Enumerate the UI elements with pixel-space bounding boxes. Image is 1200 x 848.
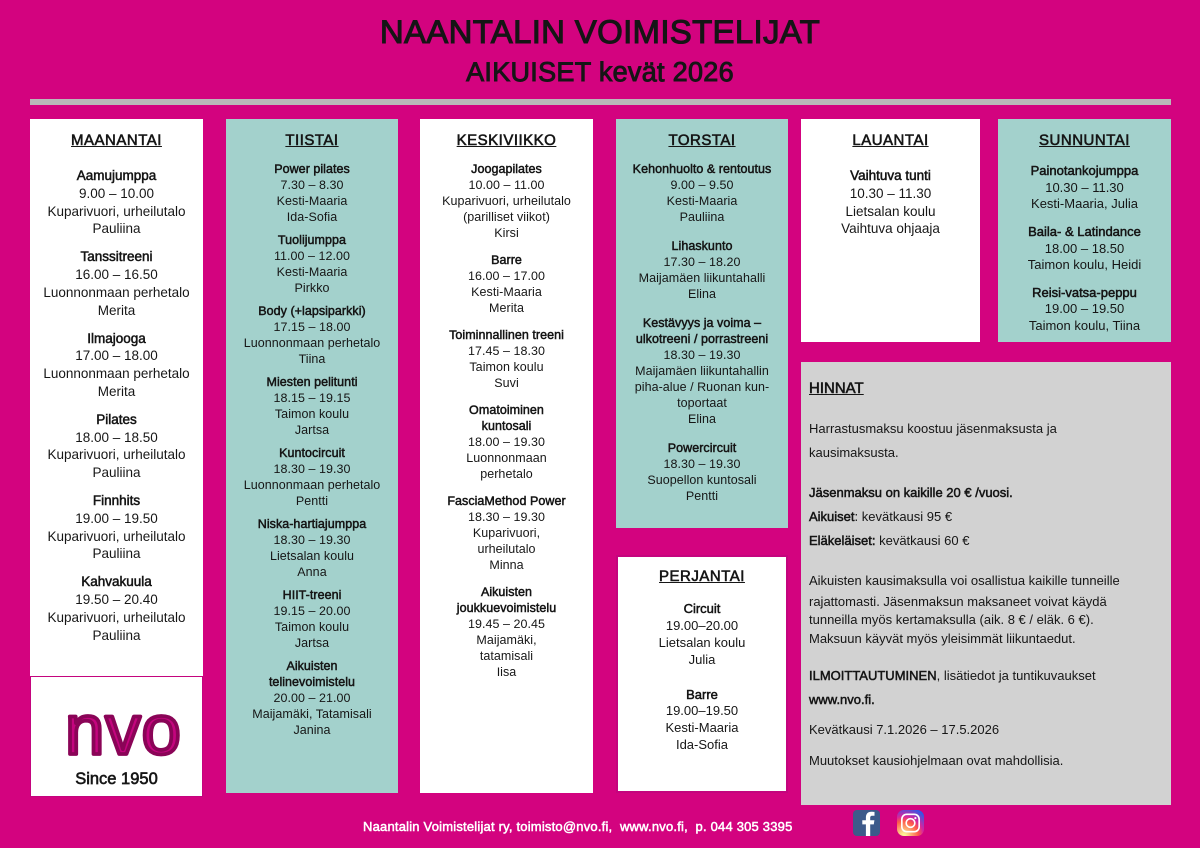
svg-text:nvo: nvo	[65, 691, 182, 769]
